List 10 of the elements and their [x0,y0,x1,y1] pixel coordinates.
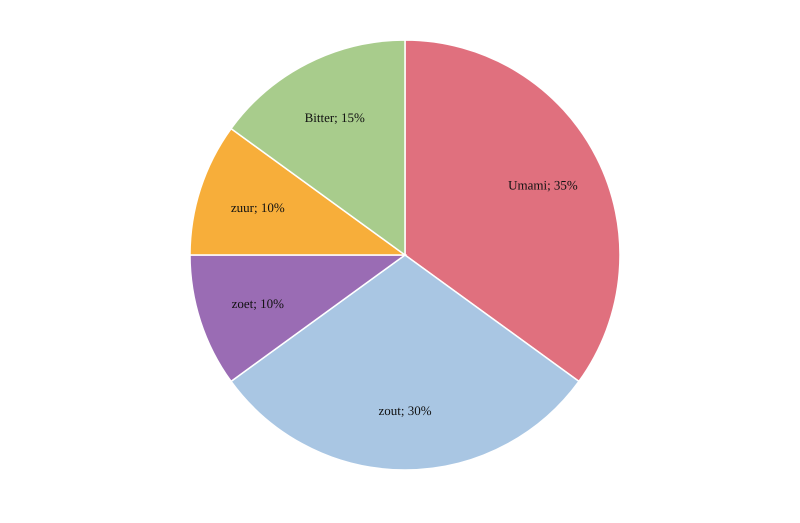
data-label: ; 15% [334,110,366,125]
data-label: ; 10% [254,200,285,215]
data-label: ; 10% [253,295,284,310]
slice-label: Umami [508,177,548,192]
slice-label: zuur [230,200,255,215]
data-label: ; 30% [400,402,432,418]
data-label: ; 35% [547,177,578,192]
slice-label: Bitter [304,110,335,125]
slice-label: zout [378,402,402,418]
slice-label: zoet [232,295,254,310]
